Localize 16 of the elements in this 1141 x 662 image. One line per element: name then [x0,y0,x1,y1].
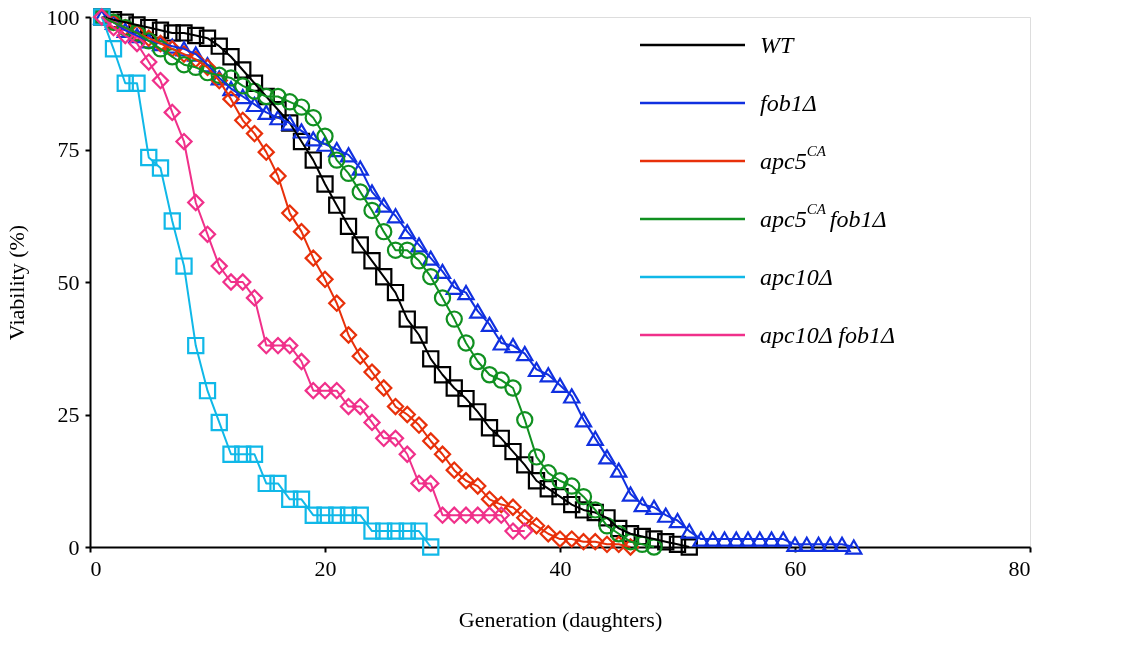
y-axis-title: Viability (%) [3,224,29,341]
legend-label: WT [760,32,795,58]
legend-label: apc10Δ fob1Δ [760,322,896,348]
y-tick-label: 25 [57,402,80,427]
x-axis-title: Generation (daughters) [458,606,663,632]
y-tick-label: 100 [46,4,80,30]
y-tick-label: 50 [57,269,80,295]
legend-label: fob1Δ [760,90,817,116]
x-tick-label: 20 [314,555,337,581]
legend-label: apc10Δ [760,264,833,290]
x-tick-label: 0 [90,555,102,581]
x-tick-label: 80 [1008,555,1031,581]
x-tick-label: 40 [549,555,572,581]
x-tick-label: 60 [784,555,807,581]
y-tick-label: 0 [68,534,80,560]
y-tick-label: 75 [57,137,80,162]
